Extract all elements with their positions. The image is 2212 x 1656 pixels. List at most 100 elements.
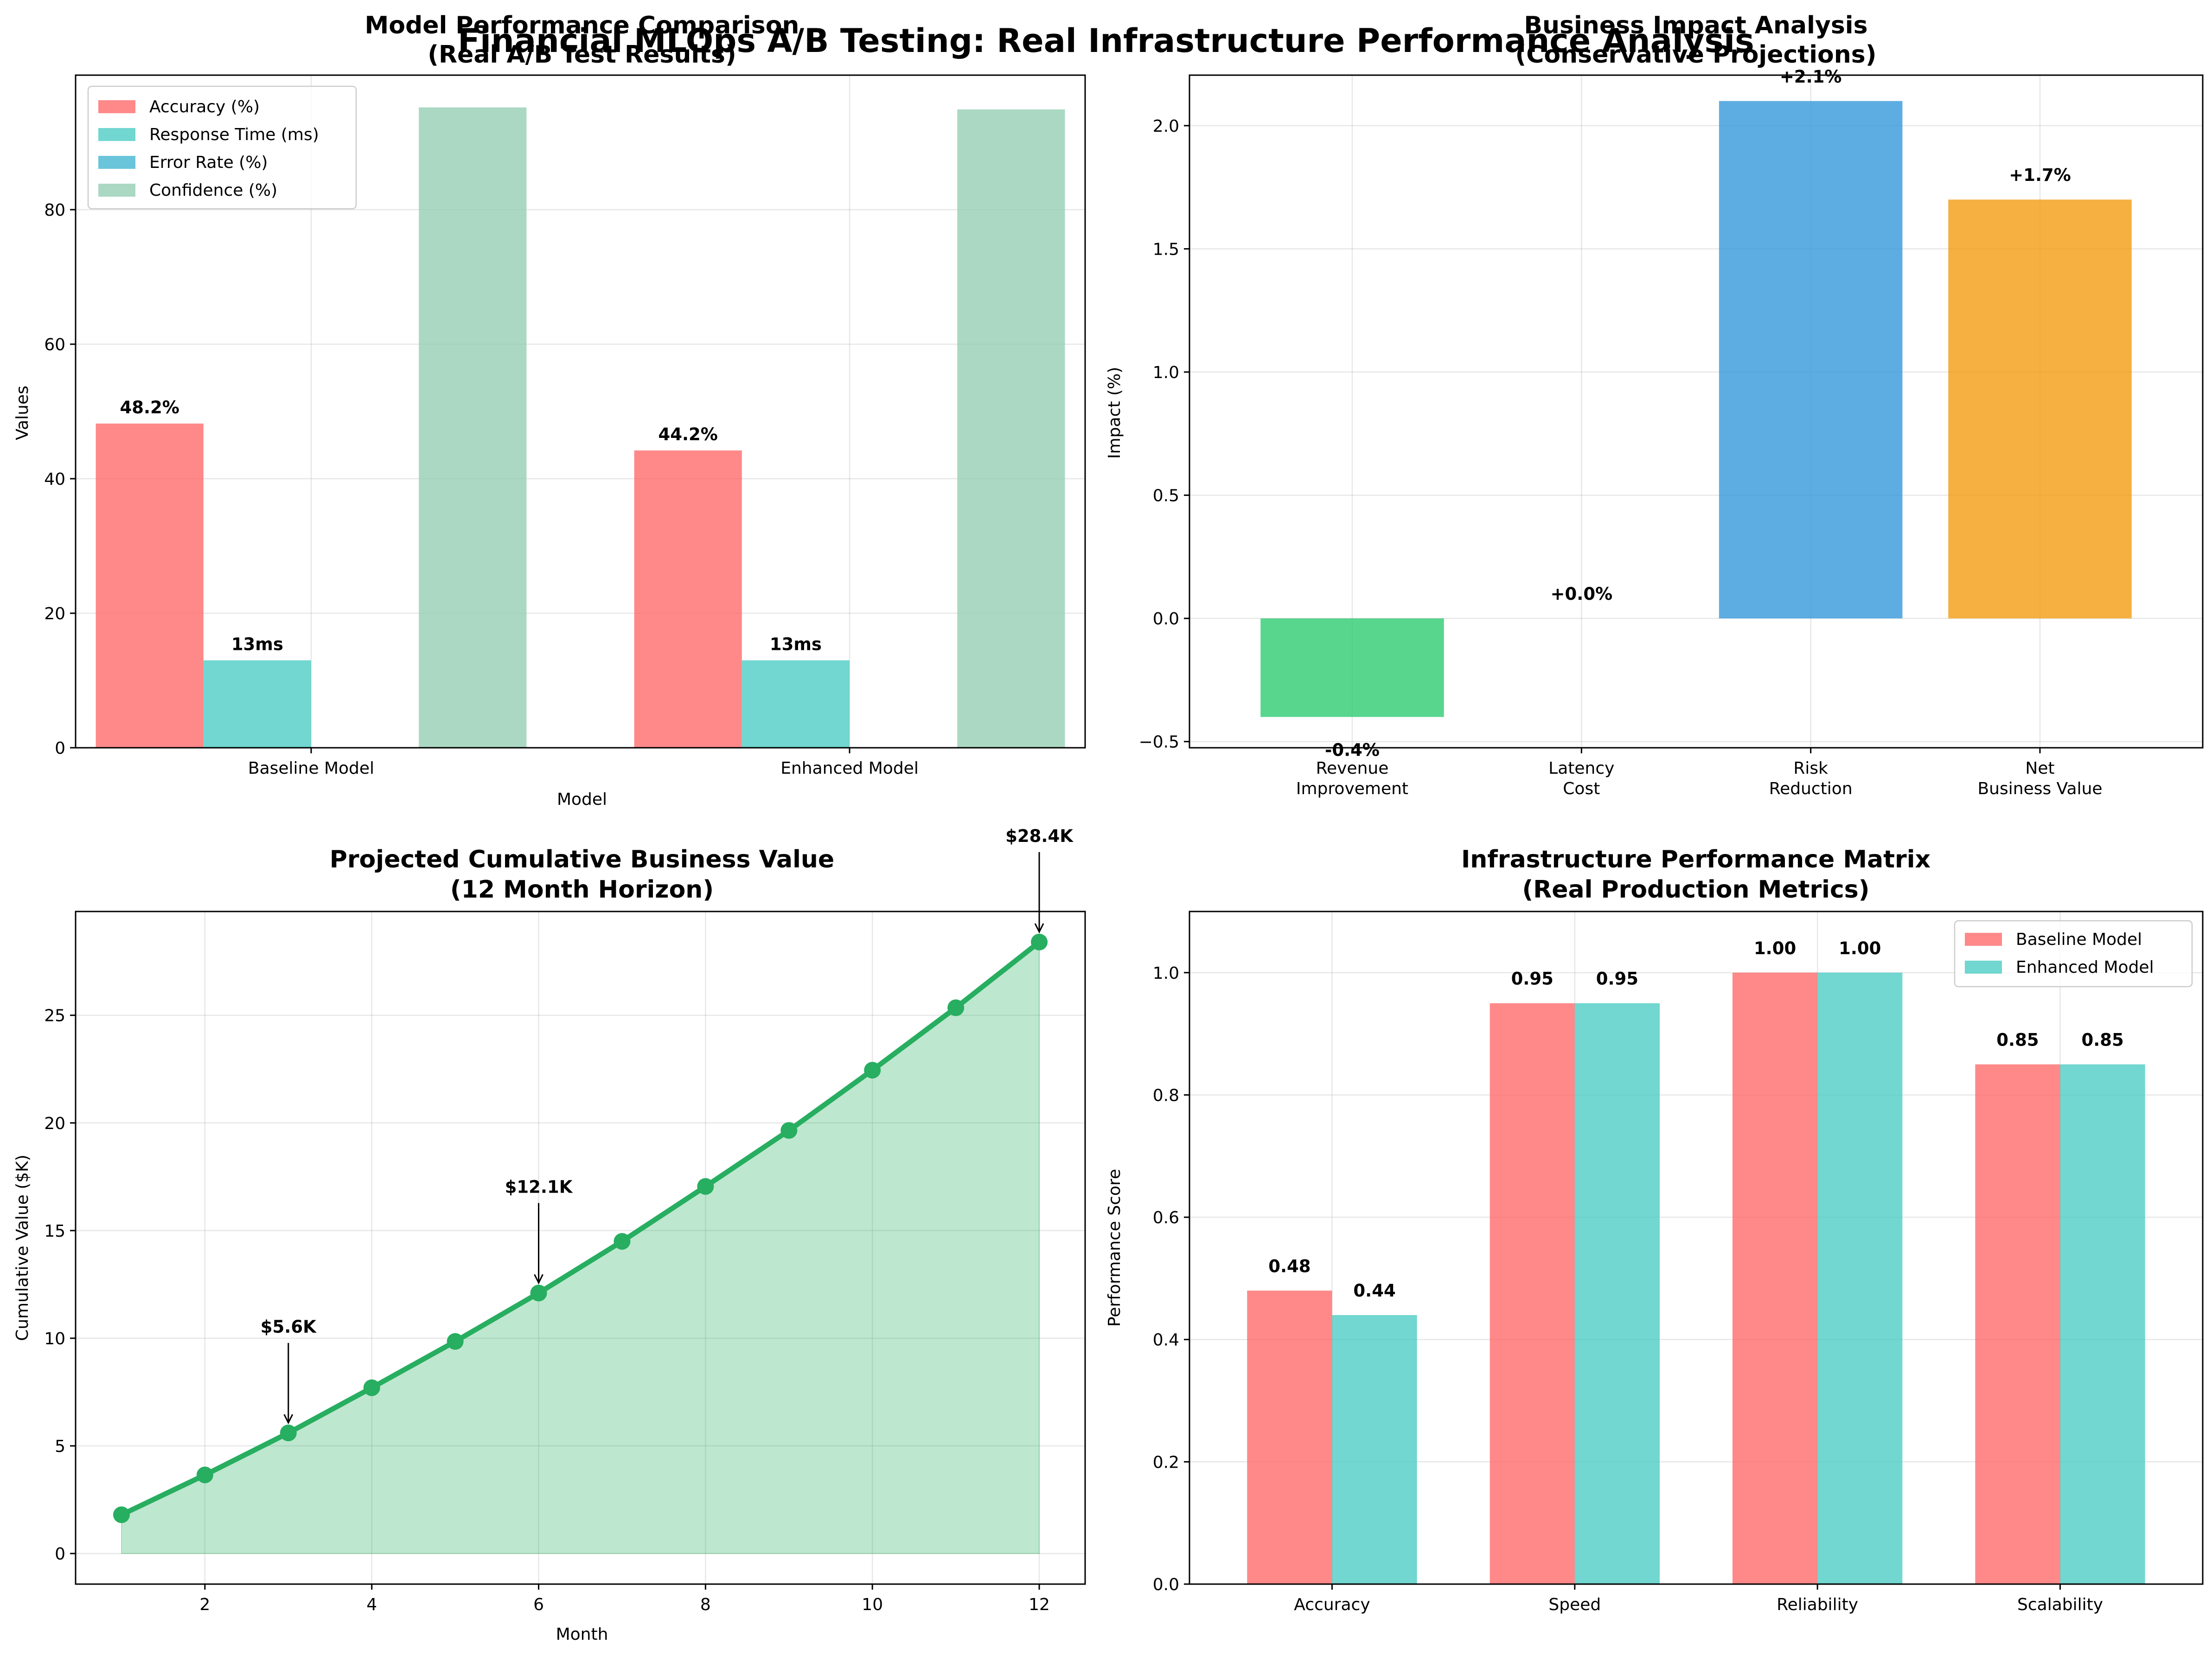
p4-data-labels: 0.48 0.95 1.00 0.85 0.44 0.95 1.00 0.85 [1268,938,2124,1301]
p3-xtick-label: 10 [862,1595,883,1614]
p1-ytick-label: 40 [44,470,65,489]
p4-bar [1490,1003,1575,1584]
p4-title-line1: Infrastructure Performance Matrix [1461,846,1931,873]
p2-xtick-label: Latency [1548,759,1614,778]
p2-bars [1260,101,2132,717]
p2-xtick-label: Reduction [1769,779,1853,798]
p3-title-line1: Projected Cumulative Business Value [330,846,834,873]
p3-xtick-label: 2 [199,1595,210,1614]
p4-ytick-label: 0.0 [1153,1575,1179,1594]
p4-ytick-label: 0.8 [1153,1086,1179,1105]
p4-xtick-label: Scalability [2017,1595,2103,1614]
p2-data-label: +1.7% [2009,165,2071,185]
p2-bar [1260,618,1444,717]
p4-data-label: 0.44 [1353,1281,1395,1301]
p1-bar [203,660,311,748]
p2-xtick-label: Business Value [1977,779,2102,798]
p1-xtick-label: Enhanced Model [780,759,919,778]
p2-xtick-label: Risk [1793,759,1828,778]
p4-ytick-label: 0.6 [1153,1208,1179,1227]
p4-bar [1332,1315,1417,1584]
p3-axes: 0 5 10 15 20 25 2 4 6 8 10 12 [44,911,1086,1614]
p3-point [697,1178,714,1195]
p1-frame [75,74,1086,749]
p3-point [947,999,965,1016]
p1-data-labels: 48.2% 44.2% 13ms 13ms [120,398,822,654]
p3-annotation-label: $12.1K [505,1177,573,1197]
p1-ytick-label: 80 [44,201,65,220]
p1-data-label: 13ms [231,635,283,655]
panel-business-impact: -0.4%+0.0%+2.1%+1.7% −0.50.00.51.01.52.0… [1105,12,2204,798]
p3-point [113,1506,130,1523]
p1-legend-swatch [98,128,135,141]
p1-ytick-label: 20 [44,604,65,623]
p2-ytick-label: −0.5 [1139,733,1179,752]
p2-ytick-label: 1.5 [1153,240,1179,259]
p3-xtick-label: 12 [1029,1595,1050,1614]
p1-title-line1: Model Performance Comparison [365,12,799,39]
p4-legend-label: Baseline Model [2016,930,2142,949]
p1-ytick-label: 0 [55,739,65,758]
p3-title-line2: (12 Month Horizon) [450,876,714,904]
p4-legend-box [1954,920,2193,988]
p2-frame [1189,74,2204,749]
p2-data-labels: -0.4%+0.0%+2.1%+1.7% [1325,67,2071,760]
p4-ytick-label: 0.4 [1153,1331,1179,1350]
p2-ytick-label: 2.0 [1153,117,1179,136]
p2-xtick-label: Revenue [1316,759,1389,778]
p3-frame [75,911,1086,1585]
p3-ytick-label: 20 [44,1114,65,1133]
panel-model-performance: 48.2% 44.2% 13ms 13ms 0 20 40 60 80 Baseline Mod… [13,12,1086,809]
p4-data-label: 0.85 [1996,1030,2039,1050]
p3-grid [76,911,1085,1584]
p1-xtick-label: Baseline Model [248,759,374,778]
p4-title-line2: (Real Production Metrics) [1522,876,1869,904]
p3-point [780,1122,798,1139]
p4-xtick-label: Speed [1548,1595,1601,1614]
p4-data-label: 1.00 [1839,938,1881,958]
p1-legend-swatch [98,100,135,113]
p4-xtick-label: Accuracy [1294,1595,1370,1614]
p4-data-label: 0.95 [1511,969,1554,989]
p3-annotation-arrowhead [1034,923,1044,934]
p4-ytick-label: 0.2 [1153,1453,1179,1472]
p2-bar [1948,199,2132,619]
p4-ylabel: Performance Score [1105,1169,1124,1327]
p1-legend-label: Confidence (%) [149,181,277,200]
p3-ytick-label: 25 [44,1007,65,1026]
p1-legend-swatch [98,184,135,197]
p3-annotation-arrowhead [534,1274,543,1284]
p3-xtick-label: 8 [700,1595,711,1614]
p2-xtick-label: Net [2025,759,2054,778]
p2-xtick-label: Cost [1563,779,1600,798]
p3-annotations: $5.6K $12.1K $28.4K [261,826,1074,1425]
figure-suptitle: Financial MLOps A/B Testing: Real Infras… [458,22,1754,60]
p3-xtick-label: 4 [366,1595,377,1614]
p3-line [120,940,1041,1517]
p4-data-label: 0.95 [1596,969,1638,989]
p4-bar [1817,972,1903,1584]
p1-legend-label: Accuracy (%) [149,97,260,116]
p4-ytick-label: 1.0 [1153,964,1179,983]
p4-legend-swatch [1965,961,2002,974]
p1-legend: Accuracy (%) Response Time (ms) Error Rate… [87,85,357,210]
p3-ylabel: Cumulative Value ($K) [13,1155,32,1341]
p4-bars [1247,972,2145,1584]
p3-point [1031,933,1048,950]
p3-ytick-label: 0 [55,1545,65,1564]
p3-point [530,1284,547,1302]
p1-bar [96,424,204,748]
p4-bar [1975,1064,2060,1584]
p1-bar [419,107,527,748]
p3-annotation-arrowhead [283,1414,294,1425]
p4-legend-swatch [1965,933,2002,946]
p4-data-label: 1.00 [1754,938,1796,958]
p3-point [363,1379,380,1396]
p4-bar [1733,972,1818,1584]
p1-bar [742,660,850,748]
p4-legend: Baseline Model Enhanced Model [1954,920,2193,988]
p1-bars [96,107,1065,748]
p3-xtick-label: 6 [533,1595,544,1614]
p3-point [864,1062,881,1079]
